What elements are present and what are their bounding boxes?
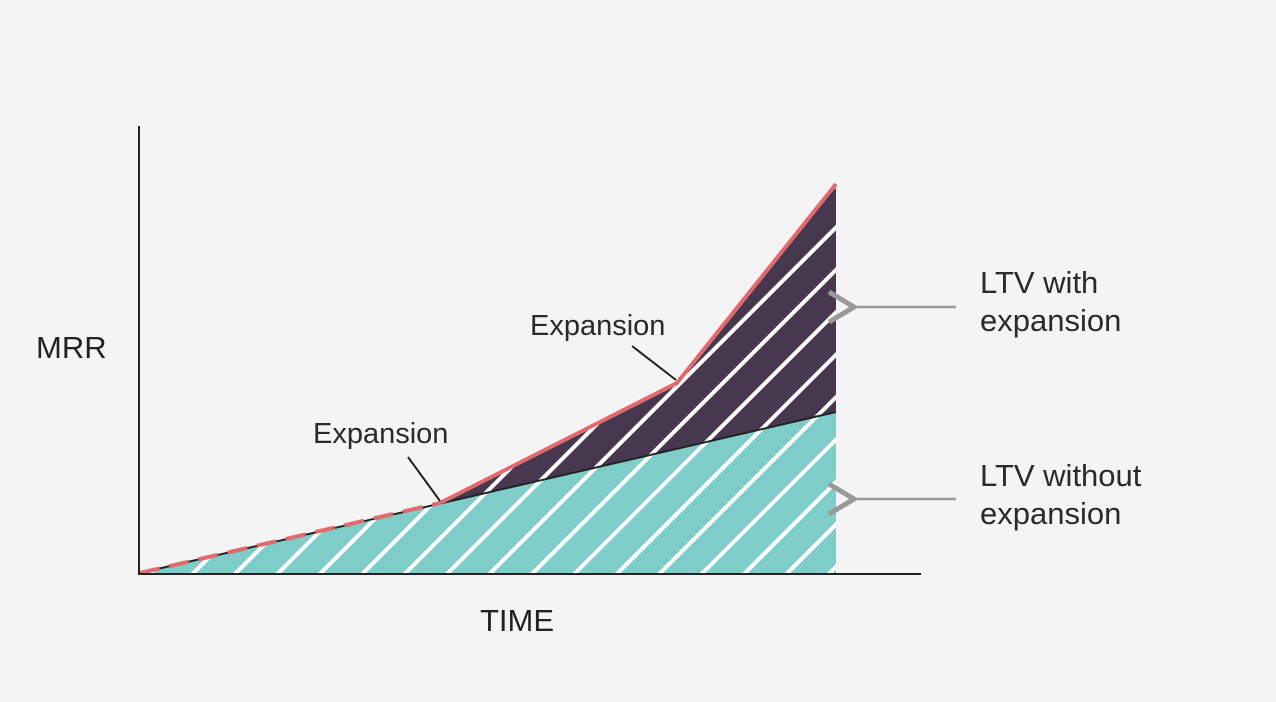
expansion-annotation-2: Expansion <box>530 310 666 342</box>
ltv-with-expansion-label-line2: expansion <box>980 303 1122 338</box>
ltv-with-expansion-hatch <box>440 184 836 503</box>
ltv-with-expansion-label-line1: LTV with <box>980 265 1099 300</box>
base-growth-line <box>139 411 837 574</box>
expansion-leader-2 <box>631 345 677 381</box>
expansion-line-dashed <box>139 501 441 575</box>
ltv-without-expansion-label: LTV without expansion <box>980 457 1141 533</box>
ltv-with-expansion-label: LTV with expansion <box>980 264 1121 340</box>
x-axis-label: TIME <box>480 603 555 638</box>
y-axis-label: MRR <box>36 330 107 365</box>
ltv-without-expansion-label-line1: LTV without <box>980 458 1142 493</box>
expansion-annotation-1: Expansion <box>313 418 449 450</box>
expansion-line <box>439 182 838 505</box>
ltv-without-expansion-label-line2: expansion <box>980 496 1122 531</box>
expansion-leader-1 <box>407 456 441 502</box>
